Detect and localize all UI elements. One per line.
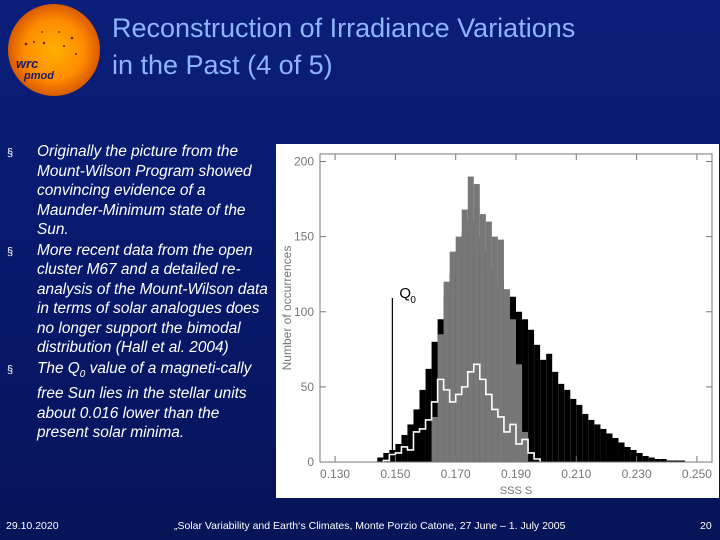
bullet-marker: § (7, 245, 14, 258)
histogram-bar-series-1 (606, 433, 613, 462)
x-tick-label: 0.170 (441, 467, 471, 481)
histogram-bar-series-1 (588, 419, 595, 462)
histogram-bar-series-1 (618, 442, 625, 462)
histogram-bar-series-1 (612, 437, 619, 462)
histogram-bar-series-1 (534, 344, 541, 462)
histogram-bar-series-1 (389, 449, 396, 462)
bullet-marker: § (7, 147, 14, 159)
histogram-bar-series-1 (419, 389, 426, 462)
footer-date: 29.10.2020 (6, 520, 59, 532)
histogram-bar-series-1 (678, 460, 685, 462)
x-tick-label: 0.210 (561, 467, 591, 481)
pmod-wrc-logo: wrc pmod (4, 2, 104, 102)
slide-title: Reconstruction of Irradiance Variations … (112, 10, 712, 84)
histogram-bar-series-2 (443, 281, 450, 462)
histogram-bar-series-2 (461, 209, 468, 462)
histogram-bar-series-1 (558, 383, 565, 462)
q0-annotation-label: Q (399, 285, 411, 302)
histogram-bar-series-2 (497, 239, 504, 462)
histogram-bar-series-1 (642, 455, 649, 462)
histogram-bar-series-1 (576, 404, 583, 462)
svg-text:wrc: wrc (16, 56, 39, 71)
y-axis-label: Number of occurrences (280, 246, 294, 371)
svg-text:pmod: pmod (23, 70, 54, 82)
y-tick-label: 200 (294, 155, 314, 169)
histogram-bar-series-1 (624, 446, 631, 462)
bullet-list: § Originally the picture from the Mount-… (6, 142, 268, 444)
histogram-outline-series-3 (382, 363, 541, 462)
footer-conference: „Solar Variability and Earth‘s Climates,… (174, 520, 566, 532)
histogram-bar-series-2 (479, 214, 486, 462)
histogram-bar-series-1 (377, 457, 384, 462)
histogram-bar-series-2 (491, 236, 498, 462)
histogram-bar-series-2 (473, 184, 480, 463)
histogram-bar-series-1 (666, 460, 673, 462)
histogram-bar-series-2 (437, 334, 444, 462)
histogram-bar-series-1 (383, 452, 390, 462)
histogram-chart: 0 50 100 150 200 0.130 0.150 0.170 0.190 0.210 0.2… (280, 153, 713, 497)
x-tick-label: 0.250 (682, 467, 712, 481)
histogram-bar-series-2 (503, 289, 510, 462)
histogram-bar-series-1 (636, 452, 643, 462)
histogram-bar-series-1 (582, 413, 589, 462)
histogram-bar-series-2 (516, 364, 523, 462)
histogram-bar-series-1 (570, 398, 577, 462)
bullet-subscript: 0 (79, 368, 86, 380)
histogram-bar-series-1 (522, 319, 529, 462)
y-tick-label: 0 (307, 455, 314, 469)
x-tick-label: 0.150 (380, 467, 410, 481)
bullet-item: § More recent data from the open cluster… (6, 241, 268, 358)
histogram-bar-series-2 (455, 236, 462, 462)
title-line-2: in the Past (4 of 5) (112, 50, 333, 80)
histogram-bar-series-1 (672, 460, 679, 462)
histogram-bar-series-1 (552, 371, 559, 462)
y-tick-label: 150 (294, 230, 314, 244)
histogram-bar-series-1 (401, 434, 408, 462)
bullet-item: § The Q0 value of a magneti-cally free S… (6, 359, 268, 443)
y-tick-label: 50 (301, 380, 315, 394)
footer-page-number: 20 (700, 520, 712, 532)
bullet-text-post: value of a magneti-cally free Sun lies i… (37, 359, 252, 442)
histogram-bar-series-1 (413, 409, 420, 462)
x-axis-label: SSS S (500, 485, 532, 497)
histogram-bar-series-1 (540, 359, 547, 462)
x-tick-label: 0.230 (622, 467, 652, 481)
bullet-text-pre: The Q (37, 359, 80, 377)
histogram-bar-series-1 (546, 353, 553, 462)
histogram-bar-series-2 (485, 221, 492, 462)
y-tick-label: 100 (294, 305, 314, 319)
histogram-bar-series-1 (425, 368, 432, 462)
histogram-bar-series-2 (522, 431, 529, 462)
title-line-1: Reconstruction of Irradiance Variations (112, 13, 576, 43)
histogram-figure: 0 50 100 150 200 0.130 0.150 0.170 0.190 0.210 0.2… (276, 144, 719, 498)
histogram-bar-series-1 (660, 458, 667, 462)
x-tick-label: 0.190 (501, 467, 531, 481)
x-tick-label: 0.130 (320, 467, 350, 481)
histogram-bar-series-1 (594, 424, 601, 462)
bullet-marker: § (7, 363, 14, 376)
bullet-text: More recent data from the open cluster M… (37, 241, 268, 357)
histogram-bar-series-1 (648, 457, 655, 462)
histogram-bar-series-2 (449, 251, 456, 462)
histogram-bar-series-1 (654, 458, 661, 462)
histogram-bar-series-1 (564, 389, 571, 462)
q0-annotation-subscript: 0 (410, 295, 416, 306)
histogram-bar-series-1 (630, 449, 637, 462)
histogram-bar-series-1 (600, 428, 607, 462)
histogram-bar-series-2 (467, 176, 474, 462)
bullet-item: § Originally the picture from the Mount-… (6, 142, 268, 240)
histogram-bar-series-1 (528, 329, 535, 462)
bullet-text: Originally the picture from the Mount-Wi… (37, 143, 252, 238)
histogram-bar-series-2 (431, 416, 438, 462)
histogram-bar-series-1 (407, 424, 414, 462)
histogram-bar-series-2 (509, 319, 516, 462)
